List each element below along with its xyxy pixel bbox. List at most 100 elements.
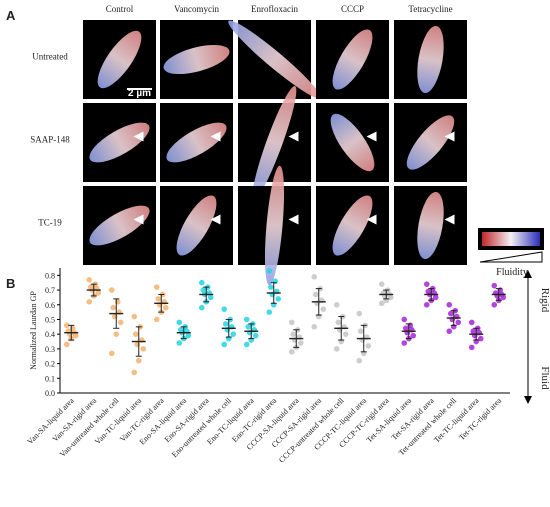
y-tick-label: 0.8 <box>45 271 55 280</box>
arrowhead <box>210 214 221 225</box>
column-label: Enrofloxacin <box>251 4 298 14</box>
y-axis-label: Normalized Laurdan GP <box>29 291 38 370</box>
data-point <box>117 319 124 326</box>
data-point <box>335 319 342 326</box>
data-point <box>95 290 102 296</box>
data-point <box>108 287 115 293</box>
cell <box>417 25 444 94</box>
arrowhead <box>133 214 144 225</box>
data-point <box>357 328 364 335</box>
data-point <box>176 319 183 326</box>
data-point <box>311 324 318 330</box>
data-point <box>455 319 462 326</box>
scale-bar-label: 2 µm <box>128 88 151 99</box>
data-point <box>491 282 498 289</box>
column-label: Vancomycin <box>174 4 219 14</box>
data-point <box>356 310 363 317</box>
panel-label: A <box>6 8 16 23</box>
y-tick-label: 0.6 <box>45 301 55 310</box>
cell <box>89 205 150 246</box>
cell <box>330 113 375 172</box>
y-tick-label: 0.3 <box>45 345 55 354</box>
arrowhead <box>366 214 377 225</box>
data-point <box>135 357 142 364</box>
data-point <box>245 324 252 330</box>
data-point <box>470 328 477 335</box>
data-point <box>401 340 408 346</box>
data-point <box>356 357 363 364</box>
data-point <box>468 319 475 326</box>
data-point <box>447 310 454 317</box>
data-point <box>243 341 250 348</box>
data-point <box>221 306 228 312</box>
data-point <box>266 309 273 315</box>
data-point <box>423 301 430 308</box>
cell <box>264 165 285 286</box>
data-point <box>131 369 138 376</box>
data-point <box>86 299 93 305</box>
cell <box>332 195 373 256</box>
data-point <box>297 340 304 346</box>
data-point <box>401 316 408 323</box>
arrowhead <box>288 131 299 142</box>
data-point <box>243 316 250 323</box>
data-point <box>153 316 160 323</box>
data-point <box>140 346 147 352</box>
data-point <box>63 322 70 329</box>
data-point <box>155 296 162 302</box>
cell <box>406 115 455 170</box>
data-point <box>378 281 385 287</box>
y-tick-label: 0.1 <box>45 374 55 383</box>
data-point <box>468 344 475 351</box>
panel-label: B <box>6 276 15 291</box>
data-point <box>365 343 372 349</box>
data-point <box>63 341 70 348</box>
data-point <box>432 294 439 301</box>
data-point <box>110 304 117 311</box>
y-tick-label: 0.0 <box>45 389 55 398</box>
data-point <box>275 296 282 302</box>
cell <box>417 191 444 260</box>
data-point <box>333 301 340 308</box>
cell <box>89 122 150 163</box>
annotation: Fluid <box>539 366 550 390</box>
arrowhead <box>133 131 144 142</box>
column-label: Control <box>106 4 134 14</box>
row-label: Untreated <box>32 52 68 62</box>
data-point <box>267 284 274 290</box>
cell <box>163 44 230 75</box>
data-point <box>177 326 184 333</box>
data-point <box>288 319 295 326</box>
data-point <box>230 331 237 337</box>
data-point <box>221 341 228 348</box>
cell <box>166 122 227 163</box>
row-label: SAAP-148 <box>30 135 70 145</box>
data-point <box>162 304 169 311</box>
data-point <box>185 332 192 339</box>
data-point <box>86 276 93 283</box>
y-tick-label: 0.5 <box>45 315 55 324</box>
data-point <box>176 340 183 346</box>
y-tick-label: 0.7 <box>45 286 55 295</box>
cell <box>228 20 321 99</box>
arrowhead <box>444 214 455 225</box>
colorbar-label: Fluidity <box>496 267 528 278</box>
data-point <box>378 300 385 307</box>
data-point <box>87 284 94 290</box>
data-point <box>132 331 139 337</box>
colorbar <box>482 232 540 246</box>
data-point <box>198 279 205 286</box>
data-point <box>252 332 259 339</box>
cell <box>97 30 142 89</box>
arrowhead <box>444 131 455 142</box>
data-point <box>153 284 160 290</box>
arrowhead <box>210 131 221 142</box>
column-label: Tetracycline <box>408 4 452 14</box>
y-tick-label: 0.4 <box>45 330 55 339</box>
column-label: CCCP <box>341 4 364 14</box>
annotation: Rigid <box>539 288 550 313</box>
data-point <box>207 294 214 301</box>
data-point <box>342 331 349 337</box>
data-point <box>425 288 432 295</box>
data-point <box>200 287 207 293</box>
